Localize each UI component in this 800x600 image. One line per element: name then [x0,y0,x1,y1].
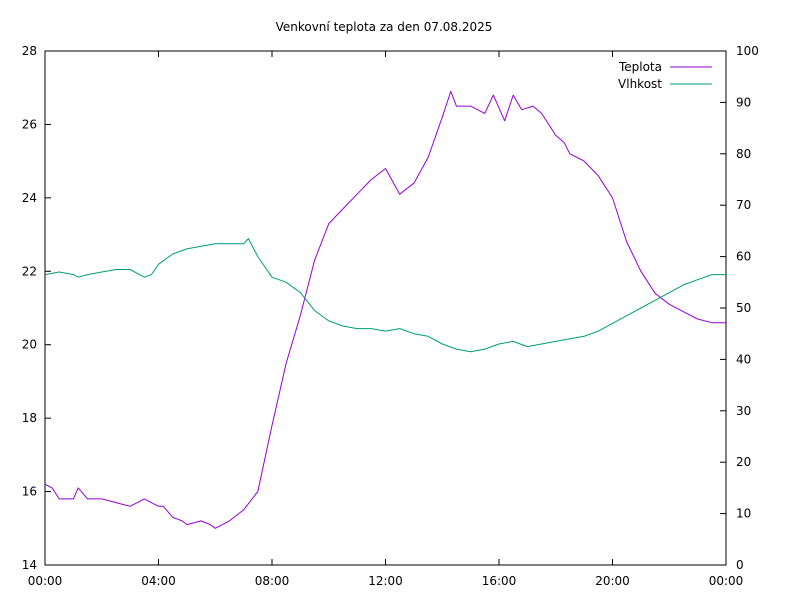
y2-tick-label: 30 [736,404,751,418]
x-axis: 00:00 04:00 08:00 12:00 16:00 20:00 00:00 [28,51,744,588]
y2-tick-label: 40 [736,352,751,366]
x-tick-label: 12:00 [368,574,403,588]
y-tick-label: 22 [22,264,37,278]
x-tick-label: 16:00 [482,574,517,588]
x-tick-label: 20:00 [595,574,630,588]
y-tick-label: 16 [22,485,37,499]
x-tick-label: 00:00 [709,574,744,588]
y-tick-label: 28 [22,44,37,58]
x-tick-label: 04:00 [141,574,176,588]
y-tick-label: 24 [22,191,37,205]
y-tick-label: 20 [22,338,37,352]
y2-tick-label: 50 [736,301,751,315]
y-tick-label: 26 [22,117,37,131]
legend-label: Teplota [618,60,662,74]
y2-tick-label: 100 [736,44,759,58]
y2-tick-label: 70 [736,198,751,212]
y2-tick-label: 10 [736,507,751,521]
series-line-vlhkost [45,239,726,352]
y2-tick-label: 90 [736,95,751,109]
legend: Teplota Vlhkost [618,60,712,91]
chart-title: Venkovní teplota za den 07.08.2025 [276,20,493,34]
y2-tick-label: 80 [736,147,751,161]
series-line-teplota [45,91,726,528]
y-tick-label: 18 [22,411,37,425]
x-tick-label: 00:00 [28,574,63,588]
y2-tick-label: 20 [736,455,751,469]
x-tick-label: 08:00 [255,574,290,588]
y-tick-label: 14 [22,558,37,572]
plot-border [45,51,726,565]
y2-tick-label: 60 [736,250,751,264]
y-axis-left: 14 16 18 20 22 24 26 28 [22,44,51,572]
legend-label: Vlhkost [618,77,662,91]
y2-tick-label: 0 [736,558,744,572]
series-layer [45,91,726,528]
